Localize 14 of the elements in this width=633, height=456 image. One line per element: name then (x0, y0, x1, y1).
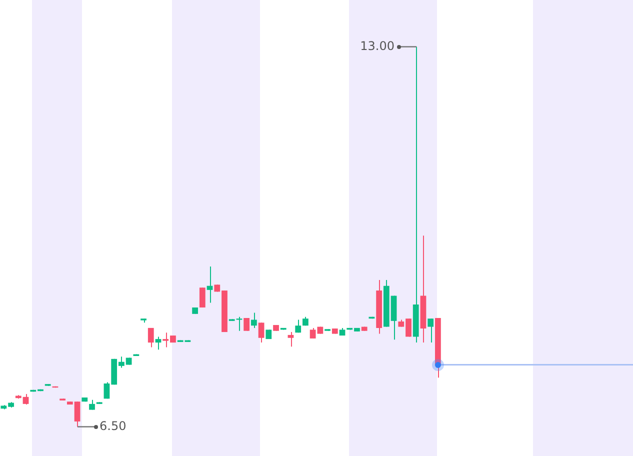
candlestick (199, 287, 206, 308)
candlestick (288, 332, 294, 348)
candlestick (148, 327, 154, 348)
candlestick (258, 322, 264, 344)
candlestick (250, 312, 257, 328)
candlestick (206, 266, 213, 304)
candlestick (244, 318, 250, 332)
candlestick (155, 336, 162, 350)
candlestick (412, 46, 419, 344)
annotation: 6.50 (100, 418, 126, 433)
candlestick (295, 319, 302, 334)
candlestick (89, 399, 95, 410)
candlestick (428, 318, 434, 344)
annotation: 13.00 (360, 38, 394, 53)
